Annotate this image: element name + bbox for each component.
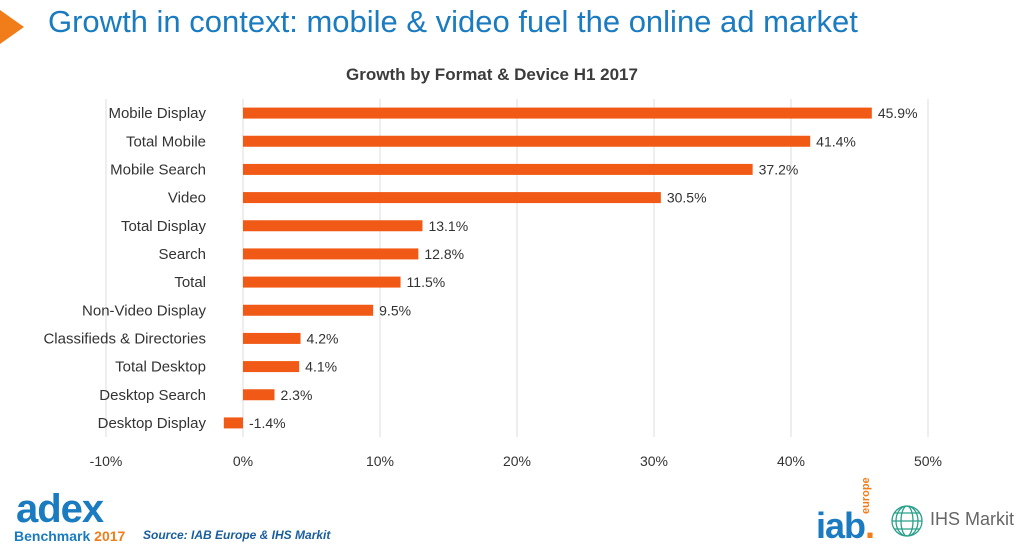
bar [223,417,243,429]
iab-europe-logo: iab. europe [816,477,886,548]
x-tick-label: 30% [640,453,668,469]
data-label: -1.4% [249,415,286,431]
category-label: Mobile Search [110,161,206,178]
grid-lines [105,99,929,437]
title-arrow-icon [0,10,24,44]
x-tick-label: 20% [503,453,531,469]
x-tick-label: -10% [90,453,123,469]
adex-logo-text: adex [16,487,104,531]
source-note: Source: IAB Europe & IHS Markit [143,528,331,542]
bar [243,220,423,232]
adex-benchmark-logo: adex Benchmark 2017 [10,487,135,548]
ihs-markit-logo: IHS Markit [888,502,1018,542]
category-label: Non-Video Display [82,302,206,319]
bar [243,361,300,373]
iab-logo-region: europe [860,477,872,514]
bar [243,389,275,401]
data-label: 4.2% [307,330,339,346]
category-label: Search [158,246,206,263]
bar [243,192,661,204]
slide-title: Growth in context: mobile & video fuel t… [48,4,858,39]
x-tick-label: 10% [366,453,394,469]
adex-logo-sub: Benchmark [14,528,91,544]
category-label: Video [168,190,206,207]
bar [243,248,419,260]
data-label: 11.5% [407,274,446,290]
bar [243,304,374,316]
x-tick-label: 40% [777,453,805,469]
data-label: 13.1% [428,218,468,234]
category-labels: Mobile Display Total Mobile Mobile Search V… [43,105,206,432]
data-label: 2.3% [281,387,313,403]
category-label: Total [174,274,206,291]
data-label: 37.2% [759,161,799,177]
bar [243,135,811,147]
chart-title: Growth by Format & Device H1 2017 [346,65,638,84]
category-label: Classifieds & Directories [43,330,206,347]
category-label: Desktop Search [99,387,206,404]
ihs-logo-text: IHS Markit [930,509,1015,529]
iab-logo-text: iab [816,505,866,546]
bar [243,276,401,288]
category-label: Total Display [121,218,207,235]
iab-logo-dot: . [865,505,875,546]
x-axis-ticks: -10% 0% 10% 20% 30% 40% 50% [90,453,942,469]
data-label: 41.4% [816,133,856,149]
x-tick-label: 0% [233,453,253,469]
ihs-globe-icon [891,505,923,537]
category-label: Desktop Display [98,415,207,432]
x-tick-label: 50% [914,453,942,469]
bar [243,163,753,175]
bar-chart: Growth by Format & Device H1 2017 Mobile… [43,65,942,469]
data-label: 12.8% [424,246,464,262]
value-labels: 45.9% 41.4% 37.2% 30.5% 13.1% 12.8% 11.5% 9.5% 4… [249,105,918,431]
bars [223,107,872,429]
data-label: 30.5% [667,190,707,206]
bar [243,107,872,119]
data-label: 45.9% [878,105,918,121]
data-label: 4.1% [305,359,337,375]
category-label: Total Desktop [115,359,206,376]
category-label: Mobile Display [108,105,206,122]
bar [243,332,301,344]
data-label: 9.5% [379,302,411,318]
adex-logo-year: 2017 [94,528,126,544]
category-label: Total Mobile [126,133,206,150]
